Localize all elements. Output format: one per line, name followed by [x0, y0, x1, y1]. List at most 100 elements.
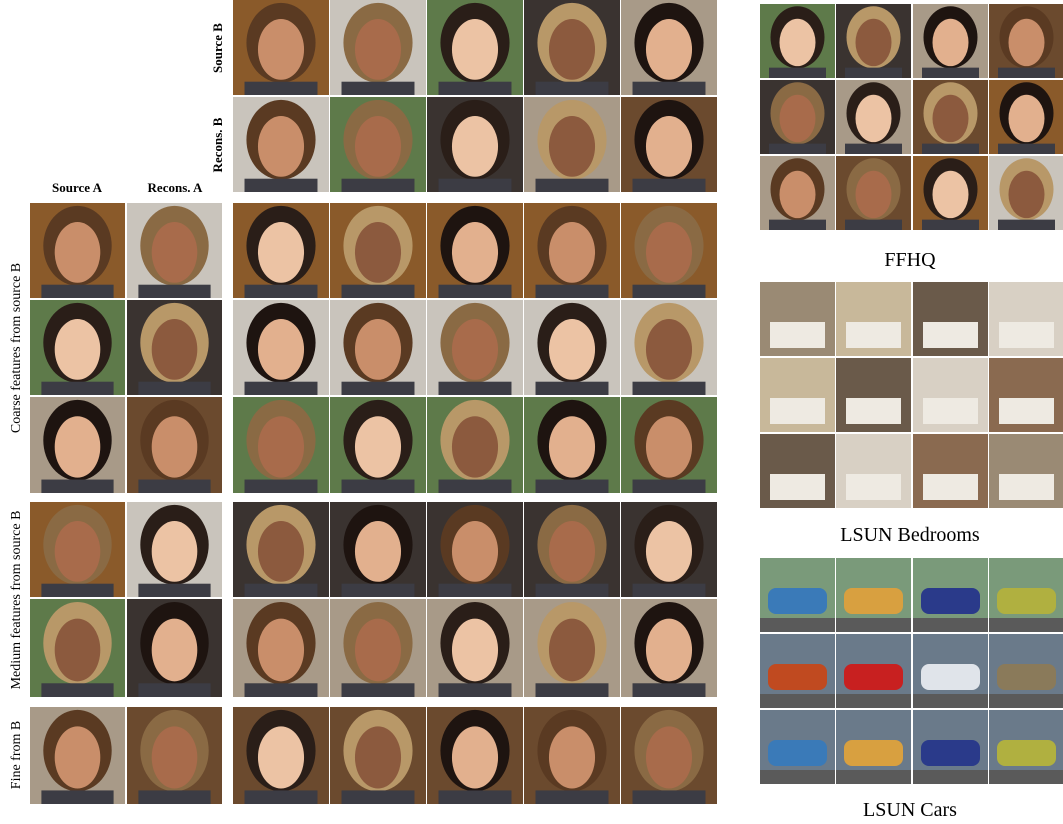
row-label: Source B [210, 23, 225, 73]
shoulders [998, 143, 1055, 154]
bed [770, 322, 825, 348]
face [151, 618, 198, 682]
dataset-label: LSUN Cars [863, 799, 957, 821]
shoulders [341, 81, 415, 95]
bed [846, 398, 901, 424]
shoulders [341, 790, 415, 804]
road [989, 618, 1063, 632]
car [768, 588, 827, 614]
shoulders [244, 790, 318, 804]
shoulders [535, 479, 609, 493]
car [921, 664, 980, 690]
shoulders [244, 81, 318, 95]
shoulders [632, 790, 706, 804]
face [354, 521, 402, 582]
face [1008, 18, 1045, 67]
shoulders [244, 178, 318, 192]
face [451, 115, 499, 177]
dataset-label: FFHQ [884, 249, 936, 271]
face [54, 222, 101, 283]
face [54, 618, 101, 682]
shoulders [438, 284, 512, 298]
shoulders [341, 583, 415, 597]
shoulders [922, 219, 979, 230]
face [645, 726, 693, 789]
shoulders [138, 479, 211, 493]
face [151, 319, 198, 380]
shoulders [41, 583, 114, 597]
face [257, 618, 305, 682]
face [451, 19, 499, 80]
bed [923, 474, 978, 500]
shoulders [535, 178, 609, 192]
face [354, 618, 402, 682]
face [548, 726, 596, 789]
shoulders [769, 219, 826, 230]
road [760, 618, 835, 632]
dataset-label: LSUN Bedrooms [840, 524, 980, 546]
face [257, 115, 305, 177]
face [645, 19, 693, 80]
face [257, 222, 305, 283]
shoulders [138, 284, 211, 298]
face [932, 170, 969, 219]
shoulders [535, 381, 609, 395]
face [354, 416, 402, 478]
shoulders [845, 219, 902, 230]
road [836, 618, 911, 632]
face [451, 416, 499, 478]
face [932, 18, 969, 67]
shoulders [632, 284, 706, 298]
shoulders [138, 381, 211, 395]
face [354, 726, 402, 789]
car [844, 664, 903, 690]
bed [923, 398, 978, 424]
shoulders [138, 683, 211, 697]
face [855, 18, 892, 67]
face [779, 170, 816, 219]
face [451, 521, 499, 582]
row-label: Recons. B [210, 117, 225, 172]
shoulders [341, 683, 415, 697]
face [645, 319, 693, 380]
bed [846, 474, 901, 500]
shoulders [998, 67, 1055, 78]
road [836, 694, 911, 708]
shoulders [632, 81, 706, 95]
face [645, 416, 693, 478]
car [921, 588, 980, 614]
shoulders [41, 479, 114, 493]
car [921, 740, 980, 766]
shoulders [922, 67, 979, 78]
shoulders [244, 479, 318, 493]
shoulders [244, 284, 318, 298]
shoulders [632, 178, 706, 192]
bed [846, 322, 901, 348]
road [989, 694, 1063, 708]
shoulders [535, 81, 609, 95]
shoulders [438, 683, 512, 697]
shoulders [438, 81, 512, 95]
column-label: Source A [52, 180, 103, 195]
car [768, 740, 827, 766]
face [548, 416, 596, 478]
bed [770, 398, 825, 424]
shoulders [632, 583, 706, 597]
shoulders [535, 583, 609, 597]
car [997, 740, 1056, 766]
face [932, 94, 969, 143]
face [354, 19, 402, 80]
shoulders [244, 683, 318, 697]
face [54, 521, 101, 582]
bed [923, 322, 978, 348]
car [997, 588, 1056, 614]
face [151, 726, 198, 789]
shoulders [632, 683, 706, 697]
face [354, 319, 402, 380]
column-label: Recons. A [148, 180, 204, 195]
face [779, 94, 816, 143]
road [836, 770, 911, 784]
shoulders [341, 178, 415, 192]
bed [999, 398, 1054, 424]
shoulders [998, 219, 1055, 230]
